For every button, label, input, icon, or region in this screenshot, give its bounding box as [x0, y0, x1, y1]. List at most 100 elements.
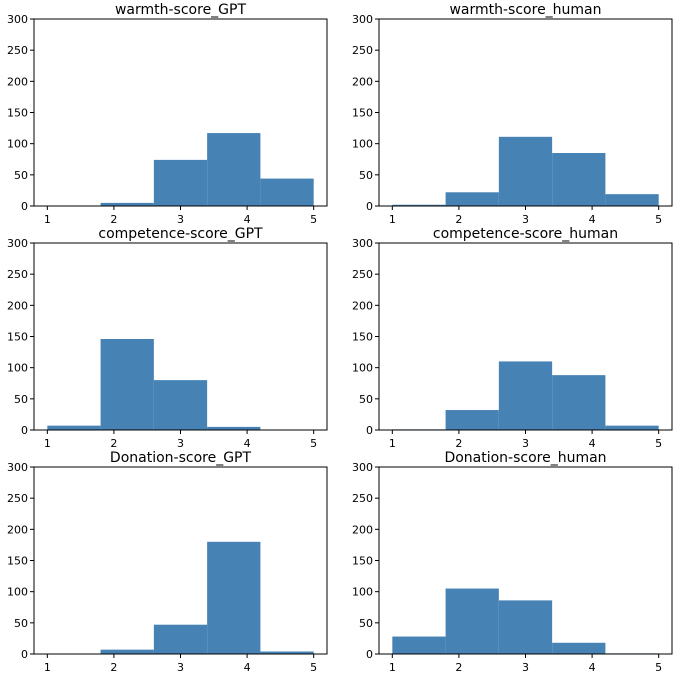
y-tick-label: 200	[352, 75, 373, 88]
y-tick-label: 0	[366, 648, 373, 661]
y-tick-label: 300	[352, 13, 373, 26]
x-tick-label: 4	[244, 213, 251, 226]
y-tick-label: 150	[7, 331, 28, 344]
x-tick-label: 4	[589, 437, 596, 450]
x-tick-label: 1	[389, 437, 396, 450]
histogram-panel: 0 50 100 150 200 250 300 1 2 3 4 5 competence-score_…	[352, 226, 673, 450]
y-tick-label: 300	[352, 237, 373, 250]
x-tick-label: 2	[455, 661, 462, 673]
y-tick-label: 150	[7, 107, 28, 120]
x-tick-label: 3	[177, 661, 184, 673]
x-tick-label: 5	[310, 213, 317, 226]
y-tick-label: 150	[352, 555, 373, 568]
y-tick-label: 250	[7, 44, 28, 57]
x-tick-label: 2	[455, 437, 462, 450]
histogram-bar	[207, 133, 261, 206]
y-tick-label: 300	[352, 461, 373, 474]
y-tick-label: 200	[352, 523, 373, 536]
x-tick-label: 1	[44, 437, 51, 450]
x-tick-label: 3	[522, 661, 529, 673]
y-tick-label: 0	[21, 648, 28, 661]
histogram-bar	[605, 425, 659, 430]
y-tick-label: 50	[14, 617, 28, 630]
x-tick-label: 2	[110, 661, 117, 673]
y-tick-label: 100	[7, 586, 28, 599]
y-tick-label: 50	[14, 169, 28, 182]
y-tick-label: 150	[352, 331, 373, 344]
x-tick-label: 5	[310, 661, 317, 673]
histogram-panel: 0 50 100 150 200 250 300 1 2 3 4 5 warmth-score_GPT	[7, 2, 328, 226]
y-tick-label: 150	[7, 555, 28, 568]
x-tick-label: 5	[655, 661, 662, 673]
histogram-bar	[605, 194, 659, 206]
y-tick-label: 250	[7, 268, 28, 281]
y-tick-label: 200	[352, 299, 373, 312]
histogram-bar	[445, 192, 499, 206]
x-tick-label: 2	[110, 437, 117, 450]
x-tick-label: 1	[389, 213, 396, 226]
x-tick-label: 5	[310, 437, 317, 450]
histogram-bar	[392, 636, 446, 654]
y-tick-label: 250	[352, 44, 373, 57]
y-tick-label: 0	[366, 424, 373, 437]
x-tick-label: 4	[244, 661, 251, 673]
histogram-bar	[552, 153, 606, 206]
histogram-bar	[153, 159, 208, 206]
y-tick-label: 200	[7, 75, 28, 88]
histogram-bar	[153, 380, 208, 430]
histogram-bar	[498, 600, 553, 654]
histogram-panel: 0 50 100 150 200 250 300 1 2 3 4 5 Donation-score_GP…	[7, 450, 328, 673]
histogram-bar	[100, 202, 154, 206]
x-tick-label: 4	[589, 213, 596, 226]
histogram-panel: 0 50 100 150 200 250 300 1 2 3 4 5 competence-score_…	[7, 226, 328, 450]
y-tick-label: 50	[359, 617, 373, 630]
x-tick-label: 3	[522, 437, 529, 450]
x-tick-label: 1	[389, 661, 396, 673]
x-tick-label: 4	[589, 661, 596, 673]
x-tick-label: 4	[244, 437, 251, 450]
histogram-bar	[153, 624, 208, 654]
y-tick-label: 100	[352, 586, 373, 599]
y-tick-label: 250	[352, 268, 373, 281]
histogram-panel: 0 50 100 150 200 250 300 1 2 3 4 5 Donation-score_hu…	[352, 450, 673, 673]
x-tick-label: 3	[522, 213, 529, 226]
y-tick-label: 100	[7, 138, 28, 151]
y-tick-label: 100	[352, 362, 373, 375]
y-tick-label: 100	[352, 138, 373, 151]
x-tick-label: 5	[655, 213, 662, 226]
panel-title: Donation-score_GPT	[110, 450, 252, 466]
histogram-bar	[47, 425, 101, 430]
panel-title: competence-score_GPT	[98, 226, 263, 242]
histogram-bar	[445, 588, 499, 654]
y-tick-label: 50	[359, 393, 373, 406]
y-tick-label: 250	[7, 492, 28, 505]
y-tick-label: 0	[21, 200, 28, 213]
x-tick-label: 1	[44, 661, 51, 673]
y-tick-label: 200	[7, 523, 28, 536]
y-tick-label: 200	[7, 299, 28, 312]
histogram-bar	[445, 410, 499, 430]
panel-title: competence-score_human	[433, 226, 618, 242]
x-tick-label: 3	[177, 437, 184, 450]
y-tick-label: 300	[7, 461, 28, 474]
histogram-bar	[260, 178, 314, 206]
y-tick-label: 300	[7, 237, 28, 250]
x-tick-label: 3	[177, 213, 184, 226]
y-tick-label: 0	[366, 200, 373, 213]
panel-title: Donation-score_human	[444, 450, 606, 466]
x-tick-label: 2	[455, 213, 462, 226]
histogram-bar	[260, 651, 314, 654]
y-tick-label: 250	[352, 492, 373, 505]
y-tick-label: 0	[21, 424, 28, 437]
x-tick-label: 5	[655, 437, 662, 450]
histogram-bar	[207, 426, 261, 430]
panel-title: warmth-score_GPT	[115, 2, 247, 18]
y-tick-label: 300	[7, 13, 28, 26]
y-tick-label: 50	[14, 393, 28, 406]
histogram-bar	[207, 541, 261, 654]
y-tick-label: 100	[7, 362, 28, 375]
histogram-bar	[100, 649, 154, 654]
histogram-bar	[498, 361, 553, 430]
y-tick-label: 50	[359, 169, 373, 182]
